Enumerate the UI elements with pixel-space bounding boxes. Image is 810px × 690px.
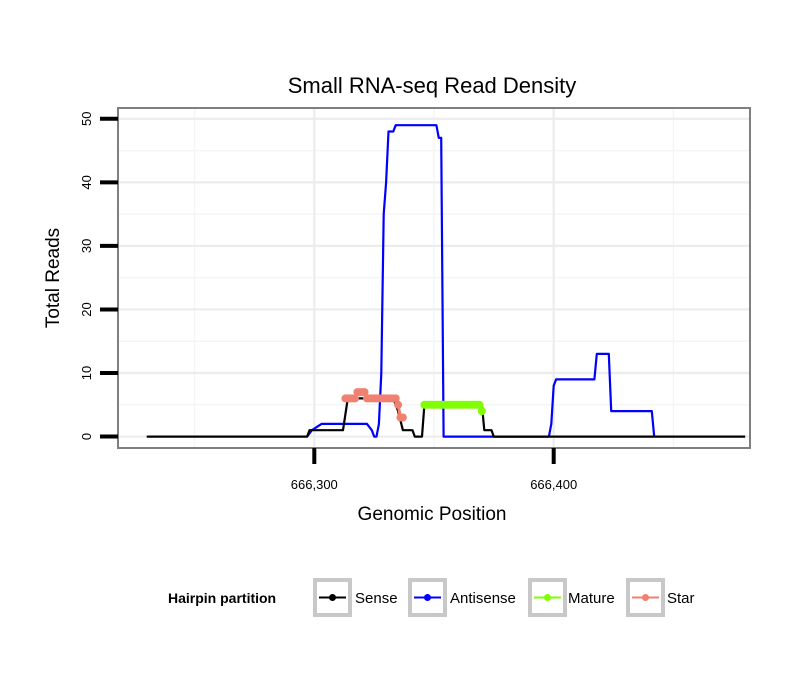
star-series (341, 388, 407, 422)
x-axis: 666,300 666,400 (291, 448, 577, 492)
chart-title: Small RNA-seq Read Density (288, 73, 577, 98)
mature-point (477, 407, 486, 416)
star-point (398, 413, 407, 422)
legend-key-dot-sense (329, 594, 336, 601)
legend-item-mature: Mature (528, 578, 615, 617)
legend-label-sense: Sense (355, 590, 398, 607)
legend-item-sense: Sense (313, 578, 398, 617)
mature-point (475, 400, 484, 409)
star-point (391, 394, 400, 403)
antisense-line (306, 124, 656, 438)
y-tick-label: 20 (79, 302, 94, 316)
sense-series (146, 397, 746, 438)
y-tick-label: 40 (79, 175, 94, 189)
sense-line (146, 397, 746, 438)
x-tick-label: 666,300 (291, 477, 338, 492)
star-point (351, 394, 359, 403)
y-tick-label: 0 (79, 433, 94, 440)
legend-key-dot-antisense (424, 594, 431, 601)
legend-item-star: Star (626, 578, 695, 617)
legend-label-antisense: Antisense (450, 590, 516, 607)
y-tick-label: 10 (79, 366, 94, 380)
legend-title: Hairpin partition (168, 590, 276, 606)
legend-key-dot-star (642, 594, 649, 601)
y-axis: 0 10 20 30 40 50 (79, 112, 118, 440)
data-series (146, 124, 746, 438)
star-point (394, 400, 403, 409)
legend-key-dot-mature (544, 594, 551, 601)
legend-label-mature: Mature (568, 590, 615, 607)
legend-item-antisense: Antisense (408, 578, 516, 617)
y-axis-label: Total Reads (43, 228, 64, 328)
x-axis-label: Genomic Position (358, 504, 507, 525)
y-tick-label: 50 (79, 112, 94, 126)
plot-panel-border (117, 107, 751, 449)
star-point (360, 388, 369, 397)
legend: Hairpin partition Sense Antisense Mature St… (168, 578, 695, 617)
x-tick-label: 666,400 (530, 477, 577, 492)
legend-label-star: Star (667, 590, 695, 607)
y-tick-label: 30 (79, 239, 94, 253)
antisense-series (306, 124, 656, 438)
mature-series (420, 400, 486, 416)
